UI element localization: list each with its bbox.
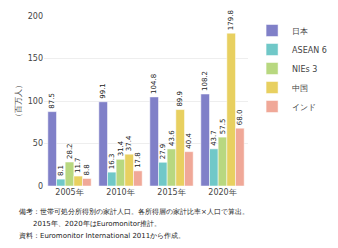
svg-text:37.4: 37.4 — [125, 135, 133, 151]
svg-text:108.2: 108.2 — [201, 71, 209, 91]
svg-text:89.9: 89.9 — [176, 91, 184, 107]
svg-text:57.5: 57.5 — [219, 119, 227, 135]
svg-text:179.8: 179.8 — [227, 10, 235, 30]
svg-text:68.0: 68.0 — [236, 110, 244, 126]
svg-text:2020年: 2020年 — [208, 188, 236, 197]
svg-text:2010年: 2010年 — [106, 188, 134, 197]
svg-text:資料：Euromonitor International 2: 資料：Euromonitor International 2011から作成。 — [19, 232, 185, 240]
svg-text:28.2: 28.2 — [66, 143, 74, 159]
svg-text:150: 150 — [28, 54, 43, 63]
svg-text:8.8: 8.8 — [83, 164, 91, 175]
svg-text:ASEAN 6: ASEAN 6 — [292, 46, 327, 55]
svg-text:43.7: 43.7 — [210, 130, 218, 146]
svg-text:インド: インド — [292, 103, 316, 112]
svg-text:備考：世帯可処分所得別の家計人口。各所得層の家計比率×人口で: 備考：世帯可処分所得別の家計人口。各所得層の家計比率×人口で算出。 — [19, 208, 249, 216]
svg-text:27.9: 27.9 — [159, 144, 167, 160]
svg-text:104.8: 104.8 — [150, 74, 158, 94]
svg-text:8.1: 8.1 — [57, 165, 65, 176]
svg-text:99.1: 99.1 — [99, 83, 107, 99]
svg-text:中国: 中国 — [292, 84, 308, 93]
svg-text:日本: 日本 — [292, 27, 308, 36]
svg-text:31.4: 31.4 — [117, 140, 125, 156]
svg-text:11.7: 11.7 — [74, 157, 82, 173]
svg-text:NIEs 3: NIEs 3 — [292, 65, 317, 74]
svg-text:2015年: 2015年 — [157, 188, 185, 197]
svg-text:43.6: 43.6 — [168, 130, 176, 146]
svg-text:87.5: 87.5 — [48, 93, 56, 109]
svg-text:0: 0 — [38, 182, 43, 191]
svg-text:2005年: 2005年 — [55, 188, 83, 197]
svg-text:200: 200 — [28, 12, 43, 21]
svg-text:50: 50 — [33, 139, 43, 148]
svg-text:17.8: 17.8 — [134, 152, 142, 168]
svg-text:40.4: 40.4 — [185, 133, 193, 149]
svg-text:2015年、2020年はEuromonitor推計。: 2015年、2020年はEuromonitor推計。 — [19, 220, 161, 228]
svg-text:（百万人）: （百万人） — [14, 81, 23, 121]
svg-text:16.3: 16.3 — [108, 154, 116, 170]
svg-text:100: 100 — [28, 97, 43, 106]
